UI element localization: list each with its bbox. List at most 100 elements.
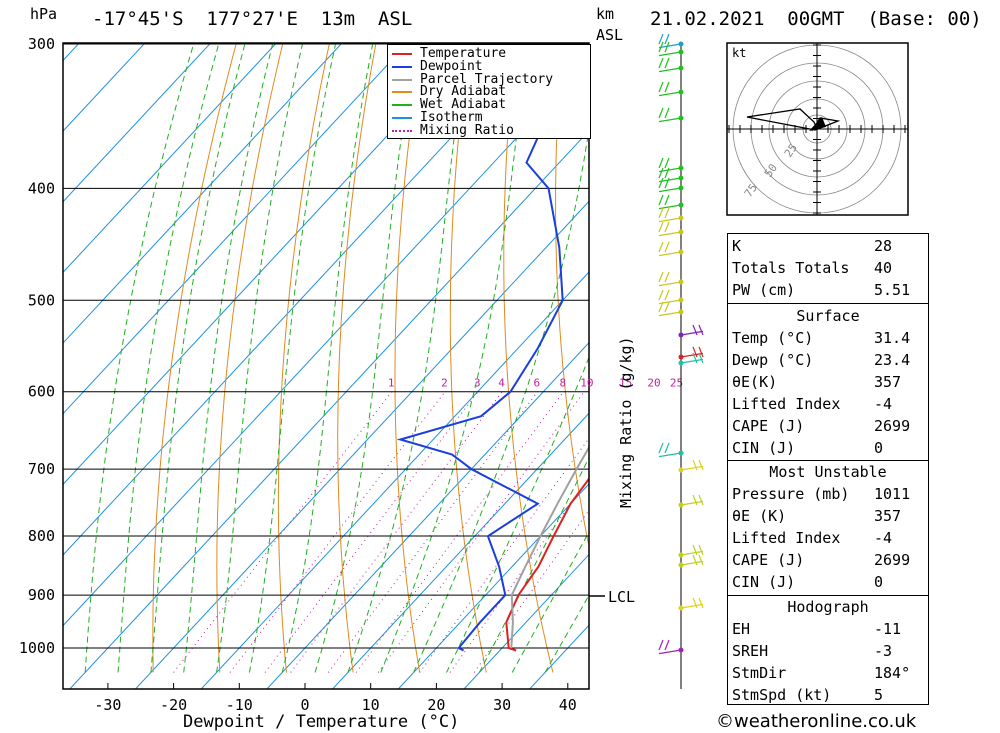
wind-barb-feather — [664, 167, 670, 179]
plot-frame — [62, 42, 590, 690]
mixing-ratio-line — [449, 477, 589, 673]
wind-barb-feather — [658, 57, 664, 69]
most-unstable-header: Most Unstable — [769, 463, 887, 481]
isotherm-line — [134, 200, 589, 689]
mixing-ratio-label: 20 — [647, 377, 660, 390]
legend-label: Mixing Ratio — [420, 122, 514, 138]
wind-barb-staff — [680, 603, 704, 609]
legend-swatch — [392, 129, 412, 132]
wind-barb-feather — [692, 494, 698, 506]
isotherm-line — [63, 43, 343, 344]
wind-barb-feather — [658, 442, 664, 454]
mixing-ratio-label: 8 — [560, 377, 567, 390]
wind-barb-feather — [692, 324, 698, 336]
legend-item: Temperature — [392, 47, 588, 60]
dry-adiabat-line — [394, 43, 424, 673]
wind-barb-feather — [664, 301, 670, 313]
hodograph-ring-label-50: 50 — [762, 161, 780, 179]
wind-barb-staff — [658, 117, 682, 123]
series-dewpoint — [396, 51, 576, 652]
hodo-stmdir-row: StmDir 184° — [732, 664, 911, 682]
hodograph-ring-label-75: 75 — [742, 181, 760, 199]
wet-adiabat-line — [216, 43, 304, 673]
dry-adiabat-line — [449, 43, 487, 673]
wind-barb-feather — [692, 544, 698, 556]
wet-adiabat-line — [248, 43, 337, 673]
header-hpa-unit: hPa — [30, 5, 58, 23]
mu-cin-row: CIN (J) 0 — [732, 573, 884, 591]
x-tick-label: -10 — [226, 696, 253, 714]
wind-barb-feather — [698, 544, 704, 556]
index-row-tt: Totals Totals 40 — [732, 259, 893, 277]
wind-barb-staff — [658, 51, 682, 57]
hodograph-trace — [746, 108, 841, 132]
dry-adiabat-line — [503, 43, 554, 673]
mixing-ratio-line — [355, 391, 564, 673]
y-tick-label: 600 — [28, 383, 55, 401]
wind-barb-feather — [664, 107, 670, 119]
x-tick-label: 20 — [427, 696, 445, 714]
dry-adiabat-line — [930, 9, 1000, 672]
wind-barb-feather — [664, 221, 670, 233]
legend-label: Wet Adiabat — [420, 97, 507, 113]
wind-barb-feather — [692, 597, 698, 609]
wind-barb-staff — [658, 311, 682, 317]
wind-barb-feather — [664, 194, 670, 206]
wind-barb-staff — [658, 91, 682, 97]
dry-adiabat-line — [976, 9, 1000, 672]
wind-barb-feather — [698, 324, 704, 336]
isotherm-line — [63, 43, 278, 274]
x-tick-label: 30 — [493, 696, 511, 714]
mu-li-row: Lifted Index -4 — [732, 529, 893, 547]
wind-barb-feather — [664, 289, 670, 301]
wind-barb-feather — [664, 241, 670, 253]
wet-adiabat-line — [380, 43, 529, 673]
wet-adiabat-line — [511, 530, 589, 673]
y-tick-label: 400 — [28, 179, 55, 197]
header-asl-unit: ASL — [596, 26, 624, 44]
hodo-stmspd-row: StmSpd (kt) 5 — [732, 686, 884, 704]
wind-barb-feather — [698, 597, 704, 609]
wind-barb-feather — [698, 459, 704, 471]
isotherm-line — [200, 271, 589, 689]
wet-adiabat-line — [544, 594, 589, 673]
wind-barb-feather — [658, 289, 664, 301]
isotherm-line — [397, 483, 589, 689]
wind-barb-feather — [658, 301, 664, 313]
wind-barb-feather — [692, 459, 698, 471]
x-tick-label: -30 — [94, 696, 121, 714]
wind-barb-feather — [664, 442, 670, 454]
legend-item: Dewpoint — [392, 60, 588, 73]
y-tick-label: 800 — [28, 527, 55, 545]
mixing-ratio-line — [327, 391, 538, 673]
legend-label: Temperature — [420, 46, 507, 61]
mixing-ratio-label: 2 — [441, 377, 448, 390]
wind-barb-staff — [658, 167, 682, 173]
mixing-ratio-line — [419, 437, 589, 673]
wet-adiabat-line — [446, 356, 589, 673]
header-datetime: 21.02.2021 00GMT (Base: 00) — [650, 8, 982, 30]
wind-barb-staff — [680, 550, 704, 556]
wind-barb-feather — [658, 271, 664, 283]
index-row-k: K 28 — [732, 237, 893, 255]
x-tick-label: 0 — [300, 696, 309, 714]
mixing-ratio-label: 4 — [498, 377, 505, 390]
wind-barb-feather — [658, 157, 664, 169]
header-km-unit: km — [596, 5, 615, 23]
wind-barb-feather — [664, 157, 670, 169]
legend-label: Dry Adiabat — [420, 84, 507, 100]
legend-label: Dewpoint — [420, 58, 483, 74]
y-tick-label: 300 — [28, 35, 55, 53]
series-parcel-trajectory — [510, 445, 589, 649]
isotherm-line — [63, 43, 212, 203]
legend-box: Temperature Dewpoint Parcel Trajectory Dry … — [387, 44, 591, 139]
indices-table: K 28 Totals Totals 40 PW (cm) 5.51 Surface … — [727, 233, 929, 705]
copyright-text: ©weatheronline.co.uk — [716, 711, 917, 732]
index-row-pw: PW (cm) 5.51 — [732, 281, 911, 299]
isotherm-line — [463, 553, 589, 689]
wind-barb-feather — [658, 107, 664, 119]
wet-adiabat-line — [117, 43, 220, 673]
hodograph: kt 25 50 75 — [726, 42, 909, 216]
wind-barb-feather — [658, 194, 664, 206]
isotherm-line — [63, 43, 146, 132]
